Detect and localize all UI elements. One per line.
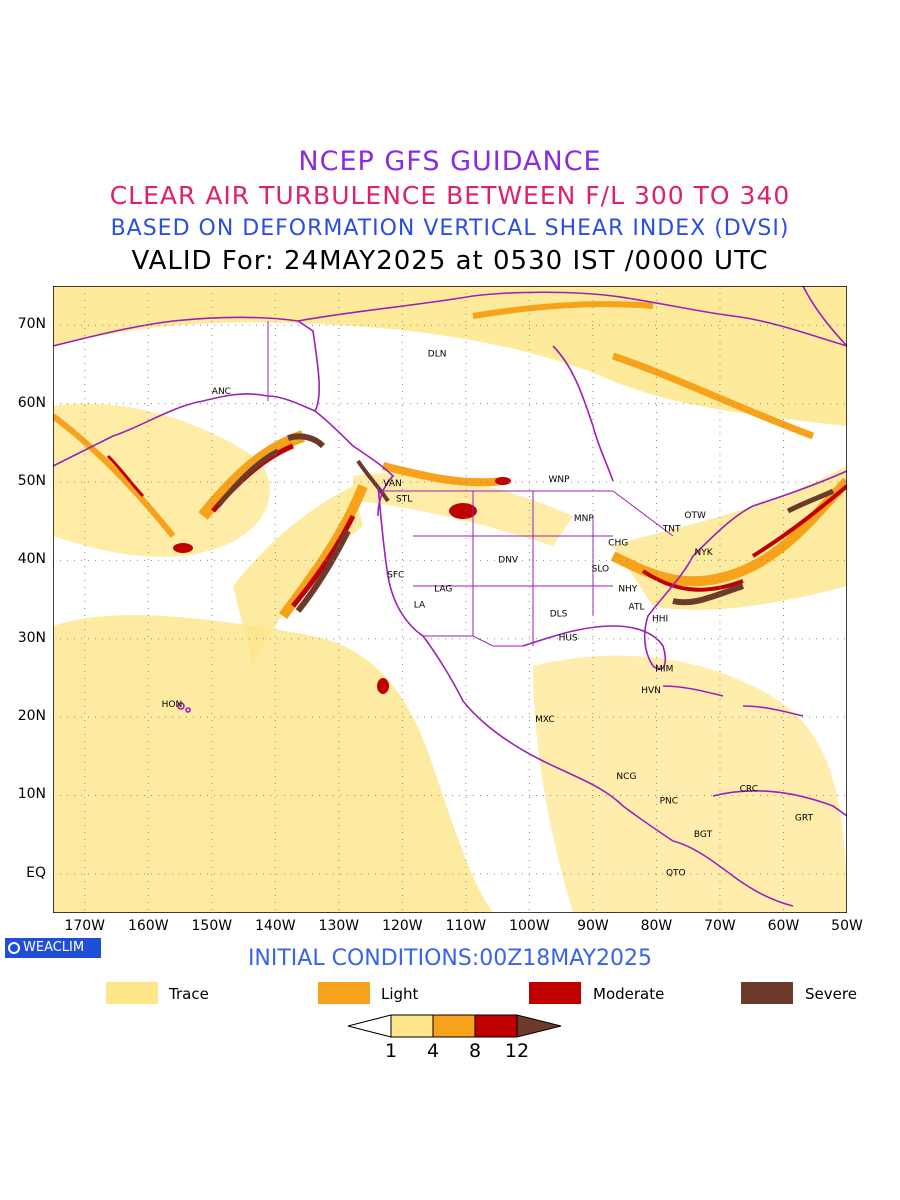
latitude-label: 50N bbox=[17, 472, 46, 489]
chart-method: BASED ON DEFORMATION VERTICAL SHEAR INDE… bbox=[110, 216, 790, 241]
colorbar-tick-4: 4 bbox=[426, 1040, 440, 1062]
station-label: SLO bbox=[592, 564, 610, 574]
colorbar bbox=[347, 1014, 562, 1038]
longitude-label: 110W bbox=[445, 918, 487, 934]
colorbar-moderate bbox=[474, 1014, 518, 1038]
latitude-label: 20N bbox=[17, 708, 46, 725]
station-label: NYK bbox=[695, 548, 714, 558]
station-label: MNP bbox=[574, 514, 594, 524]
legend-swatch-trace bbox=[106, 982, 158, 1004]
latitude-label: 70N bbox=[17, 316, 46, 333]
chart-subtitle: CLEAR AIR TURBULENCE BETWEEN F/L 300 TO … bbox=[109, 181, 791, 210]
station-label: PNC bbox=[660, 796, 678, 806]
longitude-label: 60W bbox=[767, 918, 800, 934]
longitude-label: 130W bbox=[318, 918, 360, 934]
station-label: NHY bbox=[618, 585, 638, 595]
station-label: GRT bbox=[795, 814, 814, 824]
latitude-label: 40N bbox=[17, 551, 46, 568]
colorbar-tick-12: 12 bbox=[504, 1040, 530, 1062]
latitude-label: 30N bbox=[17, 629, 46, 646]
station-label: HHI bbox=[652, 614, 668, 624]
legend-label-trace: Trace bbox=[169, 985, 209, 1003]
station-label: HON bbox=[162, 700, 183, 710]
longitude-label: 90W bbox=[577, 918, 609, 934]
latitude-label: EQ bbox=[26, 864, 46, 881]
latitude-label: 10N bbox=[17, 786, 46, 803]
station-label: ATL bbox=[628, 603, 644, 613]
station-label: LAG bbox=[434, 585, 452, 595]
station-label: DNV bbox=[498, 556, 519, 566]
longitude-label: 80W bbox=[640, 918, 673, 934]
legend-label-light: Light bbox=[381, 985, 419, 1003]
colorbar-low-arrow bbox=[347, 1014, 392, 1038]
longitude-label: 160W bbox=[127, 918, 169, 934]
station-label: MXC bbox=[535, 715, 555, 725]
legend-swatch-light bbox=[318, 982, 370, 1004]
station-label: CHG bbox=[608, 538, 628, 548]
station-label: QTO bbox=[666, 868, 686, 878]
latitude-label: 60N bbox=[17, 394, 46, 411]
chart-title: NCEP GFS GUIDANCE bbox=[298, 146, 602, 177]
station-label: LA bbox=[414, 600, 426, 610]
colorbar-light bbox=[432, 1014, 476, 1038]
coastlines bbox=[53, 286, 847, 907]
longitude-label: 70W bbox=[704, 918, 736, 934]
weaclim-logo: WEACLIM bbox=[5, 938, 101, 958]
colorbar-tick-8: 8 bbox=[468, 1040, 482, 1062]
station-label: BGT bbox=[694, 830, 713, 840]
longitude-label: 120W bbox=[382, 918, 423, 934]
station-label: CRC bbox=[740, 785, 758, 795]
station-label: SFC bbox=[387, 571, 404, 581]
station-label: WNP bbox=[548, 475, 570, 485]
station-label: DLN bbox=[428, 350, 447, 360]
station-label: STL bbox=[396, 495, 412, 505]
longitude-label: 170W bbox=[64, 918, 106, 934]
station-label: HVN bbox=[641, 686, 661, 696]
legend-swatch-moderate bbox=[529, 982, 581, 1004]
colorbar-severe-arrow bbox=[516, 1014, 562, 1038]
colorbar-trace bbox=[390, 1014, 434, 1038]
colorbar-tick-1: 1 bbox=[384, 1040, 398, 1062]
station-label: NCG bbox=[616, 772, 636, 782]
longitude-label: 100W bbox=[509, 918, 550, 934]
longitude-label: 150W bbox=[191, 918, 233, 934]
station-label: MIM bbox=[655, 665, 673, 675]
valid-time: VALID For: 24MAY2025 at 0530 IST /0000 U… bbox=[131, 246, 769, 276]
station-label: DLS bbox=[550, 610, 568, 620]
logo-ring-icon bbox=[8, 942, 20, 954]
station-label: VAN bbox=[383, 479, 401, 489]
initial-conditions: INITIAL CONDITIONS:00Z18MAY2025 bbox=[247, 946, 653, 971]
station-label: OTW bbox=[684, 511, 706, 521]
logo-text: WEACLIM bbox=[23, 940, 85, 955]
station-label: HUS bbox=[559, 633, 578, 643]
turbulence-map: ANC DLN VAN STL WNP MNP TNT OTW CHG NYK SFC DNV SLO N… bbox=[52, 285, 848, 914]
legend-label-moderate: Moderate bbox=[593, 985, 665, 1003]
station-label: ANC bbox=[212, 387, 231, 397]
station-label: TNT bbox=[662, 524, 681, 534]
legend-label-severe: Severe bbox=[805, 985, 857, 1003]
longitude-label: 50W bbox=[831, 918, 863, 934]
legend-swatch-severe bbox=[741, 982, 793, 1004]
turbulence-field bbox=[53, 286, 847, 913]
longitude-label: 140W bbox=[255, 918, 296, 934]
